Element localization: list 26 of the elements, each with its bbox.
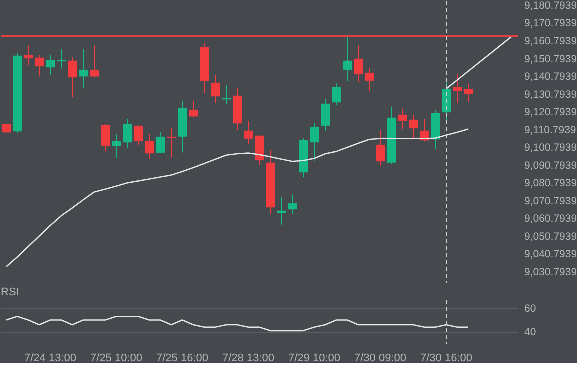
y-tick-label: 9,090.7939 <box>524 160 578 172</box>
y-tick-label: 40 <box>524 326 536 339</box>
y-tick-label: 9,140.7939 <box>524 71 578 84</box>
x-tick-label: 7/28 13:00 <box>222 352 274 364</box>
y-tick-label: 9,150.7939 <box>524 53 578 66</box>
y-tick-label: 9,180.7939 <box>524 0 578 12</box>
y-tick-label: 9,070.7939 <box>524 195 578 208</box>
x-tick-label: 7/30 16:00 <box>420 352 472 364</box>
y-tick-label: 9,060.7939 <box>524 213 578 226</box>
y-tick-label: 9,110.7939 <box>524 124 576 136</box>
y-tick-label: 9,030.7939 <box>524 266 578 278</box>
x-tick-label: 7/25 16:00 <box>156 352 208 364</box>
y-tick-label: 9,130.7939 <box>524 88 578 101</box>
y-tick-label: 9,170.7939 <box>524 18 578 30</box>
y-tick-label: 9,120.7939 <box>524 106 578 119</box>
chart-title: RSI <box>1 286 20 298</box>
y-tick-label: 9,160.7939 <box>524 35 578 48</box>
y-tick-label: 9,040.7939 <box>524 248 578 261</box>
y-tick-label: 9,100.7939 <box>524 142 578 154</box>
x-tick-label: 7/25 10:00 <box>90 352 142 364</box>
y-tick-label: 9,080.7939 <box>524 178 578 190</box>
x-tick-label: 7/30 09:00 <box>354 352 406 364</box>
y-tick-label: 9,050.7939 <box>524 230 578 243</box>
x-tick-label: 7/24 13:00 <box>24 352 76 364</box>
x-tick-label: 7/29 10:00 <box>288 352 340 364</box>
y-tick-label: 60 <box>524 302 536 315</box>
